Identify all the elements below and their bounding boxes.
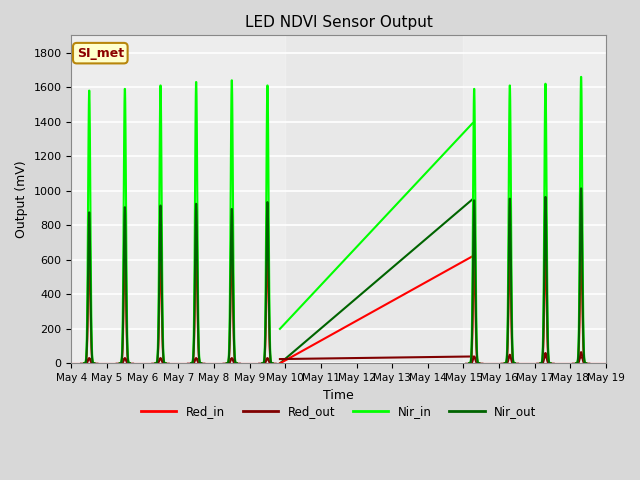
- Bar: [463, 36, 606, 363]
- Legend: Red_in, Red_out, Nir_in, Nir_out: Red_in, Red_out, Nir_in, Nir_out: [136, 401, 541, 423]
- Title: LED NDVI Sensor Output: LED NDVI Sensor Output: [244, 15, 433, 30]
- X-axis label: Time: Time: [323, 389, 354, 402]
- Y-axis label: Output (mV): Output (mV): [15, 160, 28, 238]
- Bar: [72, 36, 285, 363]
- Text: SI_met: SI_met: [77, 47, 124, 60]
